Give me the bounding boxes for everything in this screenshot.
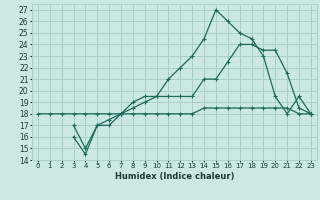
X-axis label: Humidex (Indice chaleur): Humidex (Indice chaleur)	[115, 172, 234, 181]
